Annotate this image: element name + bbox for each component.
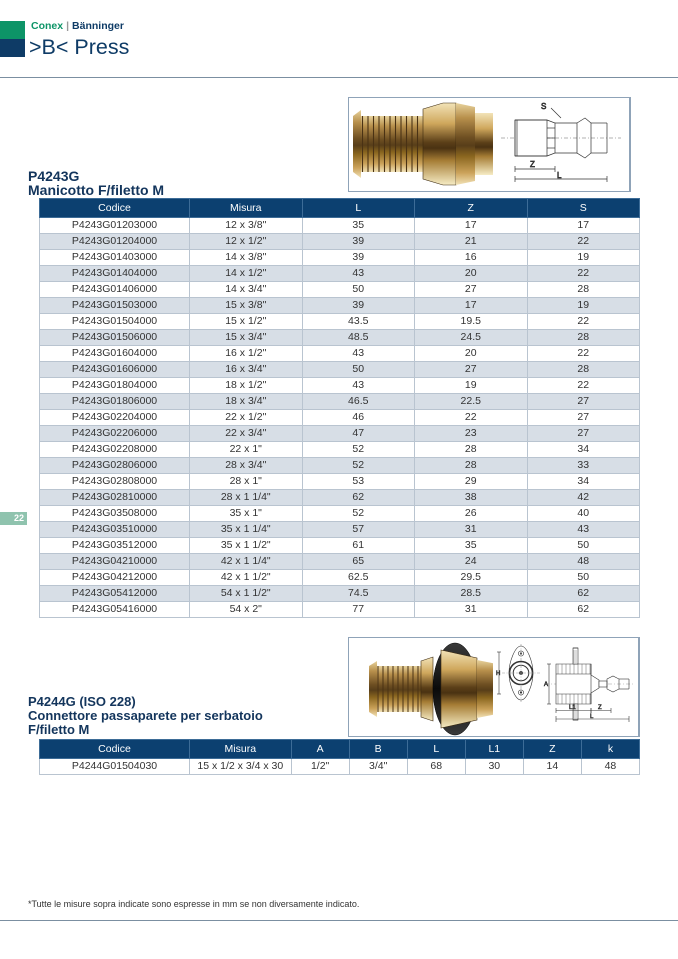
svg-text:H: H <box>496 671 500 677</box>
svg-text:S: S <box>541 102 546 111</box>
svg-text:Z: Z <box>530 160 535 169</box>
svg-text:A: A <box>544 682 548 688</box>
svg-text:L: L <box>557 171 562 180</box>
svg-text:Z: Z <box>598 705 602 711</box>
svg-text:L1: L1 <box>569 705 576 711</box>
